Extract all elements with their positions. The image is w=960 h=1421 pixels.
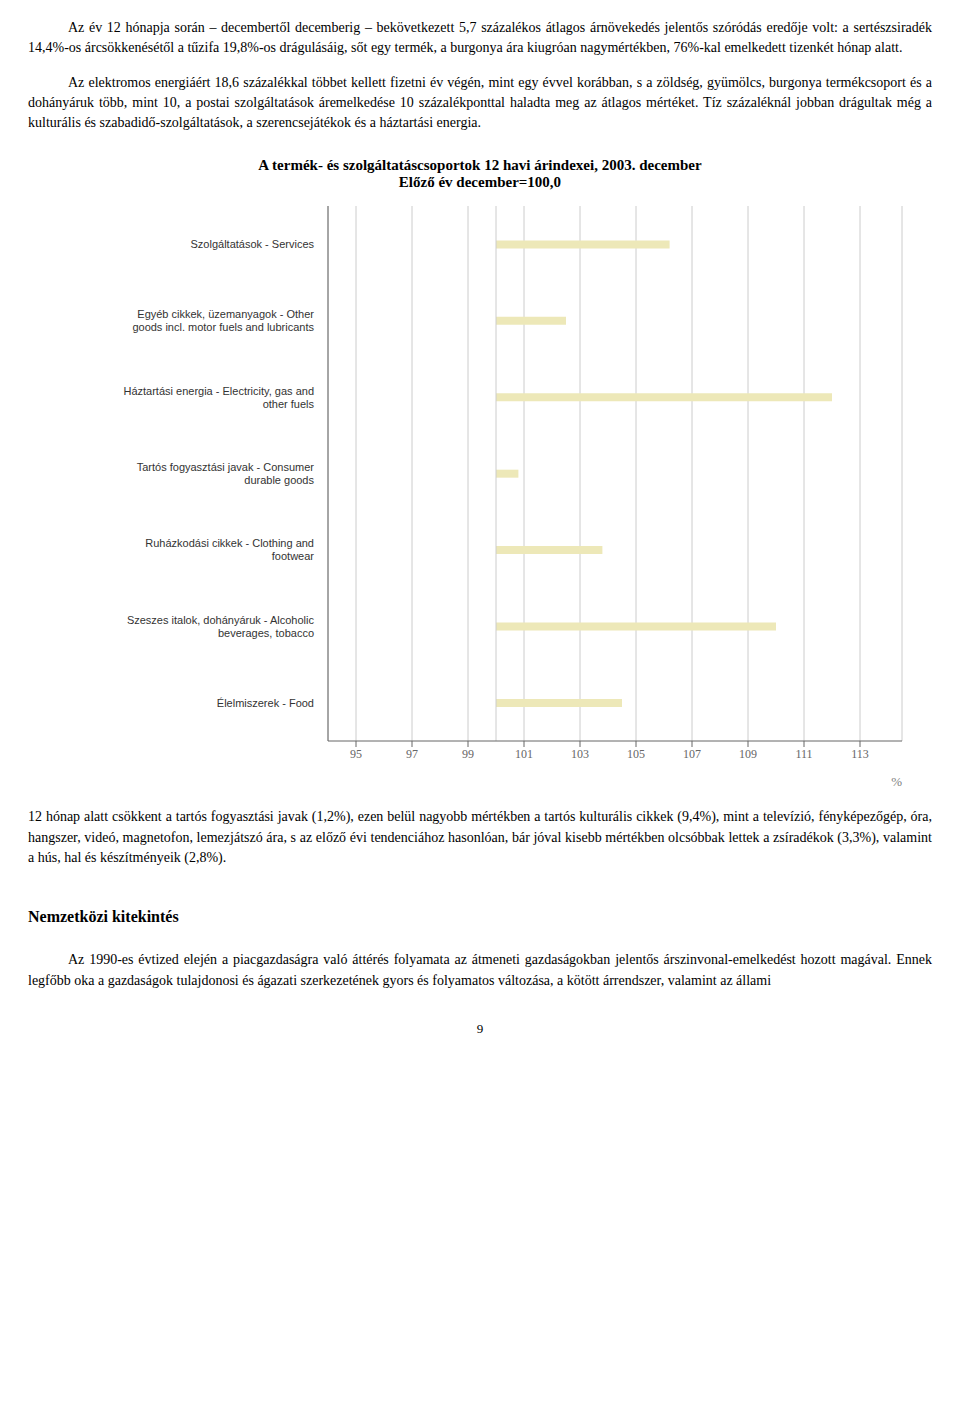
- svg-text:105: 105: [627, 747, 645, 761]
- svg-text:Ruházkodási cikkek - Clothing: Ruházkodási cikkek - Clothing andfootwea…: [145, 538, 314, 563]
- svg-text:107: 107: [683, 747, 701, 761]
- svg-text:Tartós fogyasztási javak - Con: Tartós fogyasztási javak - Consumerdurab…: [137, 461, 315, 486]
- svg-text:Szolgáltatások - Services: Szolgáltatások - Services: [191, 239, 315, 251]
- svg-text:103: 103: [571, 747, 589, 761]
- svg-text:Egyéb cikkek, üzemanyagok - Ot: Egyéb cikkek, üzemanyagok - Othergoods i…: [132, 309, 314, 334]
- svg-text:Szeszes italok, dohányáruk - A: Szeszes italok, dohányáruk - Alcoholicbe…: [127, 614, 315, 639]
- svg-text:113: 113: [851, 747, 869, 761]
- html-text:Előző év december=100,0: Előző év december=100,0: [398, 174, 562, 191]
- html-text:Nemzetközi kitekintés: Nemzetközi kitekintés: [28, 908, 179, 926]
- html-text:Az elektromos energiáért 18,6: Az elektromos energiáért 18,6 százalékka…: [28, 74, 932, 131]
- svg-text:99: 99: [462, 747, 474, 761]
- svg-text:Élelmiszerek - Food: Élelmiszerek - Food: [217, 697, 314, 709]
- svg-text:109: 109: [739, 747, 757, 761]
- svg-text:95: 95: [350, 747, 362, 761]
- html-text:A termék- és szolgáltatáscsopo: A termék- és szolgáltatáscsoportok 12 ha…: [258, 157, 702, 174]
- svg-text:%: %: [891, 774, 902, 789]
- svg-text:Háztartási energia - Electrici: Háztartási energia - Electricity, gas an…: [123, 385, 314, 410]
- svg-text:111: 111: [795, 747, 812, 761]
- html-text:12 hónap alatt csökkent a tart: 12 hónap alatt csökkent a tartós fogyasz…: [28, 809, 932, 866]
- svg-text:101: 101: [515, 747, 533, 761]
- html-text:9: 9: [476, 1021, 484, 1036]
- html-text:Az év 12 hónapja során – decem: Az év 12 hónapja során – decembertől dec…: [28, 20, 932, 56]
- html-text:Az 1990-es évtized elején a pi: Az 1990-es évtized elején a piacgazdaság…: [28, 952, 932, 988]
- svg-text:97: 97: [406, 747, 418, 761]
